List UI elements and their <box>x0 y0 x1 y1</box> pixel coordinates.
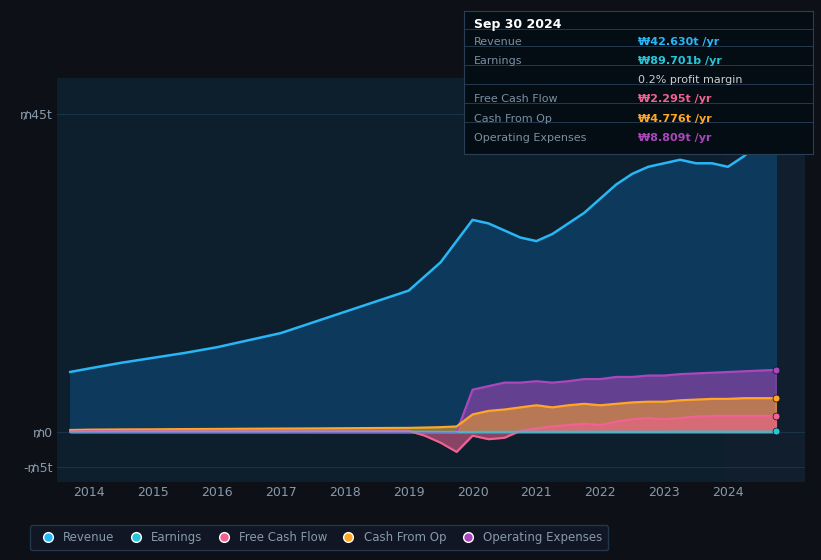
Text: Free Cash Flow: Free Cash Flow <box>475 95 558 105</box>
Bar <box>725 78 811 482</box>
Text: Revenue: Revenue <box>475 38 523 48</box>
Text: ₩2.295t /yr: ₩2.295t /yr <box>639 95 712 105</box>
Text: Sep 30 2024: Sep 30 2024 <box>475 18 562 31</box>
Text: ₩8.809t /yr: ₩8.809t /yr <box>639 133 712 143</box>
Text: ₩89.701b /yr: ₩89.701b /yr <box>639 57 722 67</box>
Legend: Revenue, Earnings, Free Cash Flow, Cash From Op, Operating Expenses: Revenue, Earnings, Free Cash Flow, Cash … <box>30 525 608 550</box>
Text: ₩42.630t /yr: ₩42.630t /yr <box>639 38 719 48</box>
Text: Operating Expenses: Operating Expenses <box>475 133 587 143</box>
Text: 0.2% profit margin: 0.2% profit margin <box>639 76 743 86</box>
Text: Earnings: Earnings <box>475 57 523 67</box>
Text: Cash From Op: Cash From Op <box>475 114 553 124</box>
Text: ₩4.776t /yr: ₩4.776t /yr <box>639 114 712 124</box>
